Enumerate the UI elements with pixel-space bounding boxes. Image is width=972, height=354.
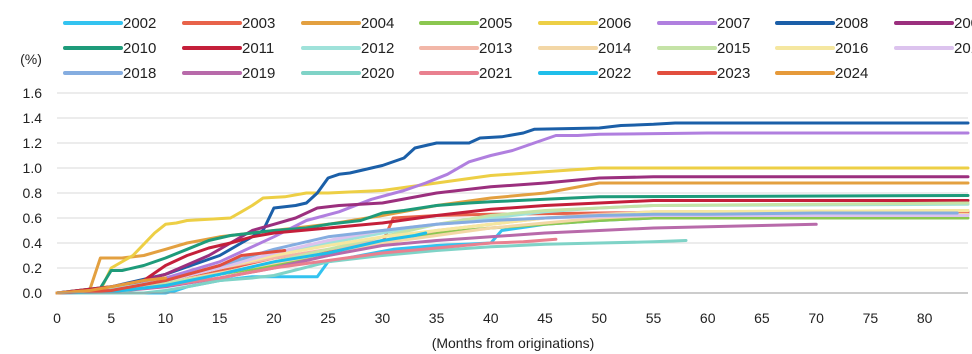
legend-label: 2019: [242, 65, 275, 82]
legend-item-2002: 2002: [63, 15, 156, 32]
legend-item-2014: 2014: [538, 40, 631, 57]
x-axis-ticks: 0 5 10 15 20 25 30 35 40 45 50 55 60 65 70 75 80: [53, 310, 933, 326]
y-tick-label: 0.0: [23, 285, 43, 301]
legend-item-2007: 2007: [657, 15, 750, 32]
legend-item-2011: 2011: [182, 40, 274, 57]
y-axis-ticks: 0.0 0.2 0.4 0.6 0.8 1.0 1.2 1.4 1.6: [23, 85, 43, 301]
x-tick-label: 5: [107, 310, 115, 326]
x-tick-label: 35: [429, 310, 445, 326]
series-line-2006: [55, 166, 970, 295]
y-axis-title: (%): [20, 51, 42, 67]
legend-item-2008: 2008: [775, 15, 868, 32]
legend-item-2021: 2021: [419, 65, 512, 82]
series-line-2011: [55, 199, 970, 295]
legend-item-2010: 2010: [63, 40, 156, 57]
series-line-2010: [55, 194, 970, 295]
y-tick-label: 0.2: [23, 260, 43, 276]
x-tick-label: 60: [700, 310, 716, 326]
legend-label: 2003: [242, 15, 275, 32]
legend-item-2024: 2024: [775, 65, 868, 82]
y-tick-label: 0.6: [23, 210, 43, 226]
legend-label: 2014: [598, 40, 631, 57]
series-line-2023: [55, 249, 287, 295]
legend: 2002 2003 2004 2005 2006 2007 2008 2009 2010 2011…: [63, 15, 972, 82]
legend-item-2004: 2004: [301, 15, 394, 32]
x-tick-label: 45: [537, 310, 553, 326]
legend-item-2003: 2003: [182, 15, 275, 32]
legend-label: 2013: [479, 40, 512, 57]
series-line-2024: [55, 276, 167, 295]
legend-label: 2005: [479, 15, 512, 32]
series-line-2007: [55, 131, 970, 295]
legend-item-2020: 2020: [301, 65, 394, 82]
legend-item-2016: 2016: [775, 40, 868, 57]
legend-label: 2015: [717, 40, 750, 57]
x-tick-label: 50: [591, 310, 607, 326]
y-tick-label: 1.0: [23, 160, 43, 176]
legend-label: 2023: [717, 65, 750, 82]
legend-label: 2020: [361, 65, 394, 82]
x-tick-label: 70: [808, 310, 824, 326]
series-line-2022: [55, 231, 428, 295]
legend-item-2012: 2012: [301, 40, 394, 57]
legend-item-2006: 2006: [538, 15, 631, 32]
legend-label: 2017: [954, 40, 972, 57]
x-tick-label: 55: [646, 310, 662, 326]
x-tick-label: 75: [863, 310, 879, 326]
legend-label: 2012: [361, 40, 394, 57]
legend-label: 2010: [123, 40, 156, 57]
x-tick-label: 20: [266, 310, 282, 326]
x-tick-label: 80: [917, 310, 933, 326]
y-tick-label: 1.2: [23, 135, 43, 151]
legend-label: 2022: [598, 65, 631, 82]
x-tick-label: 65: [754, 310, 770, 326]
y-tick-label: 0.8: [23, 185, 43, 201]
x-tick-label: 30: [375, 310, 391, 326]
y-tick-label: 1.6: [23, 85, 43, 101]
x-axis-title: (Months from originations): [432, 335, 595, 351]
legend-item-2018: 2018: [63, 65, 156, 82]
legend-item-2017: 2017: [894, 40, 972, 57]
legend-label: 2018: [123, 65, 156, 82]
x-tick-label: 0: [53, 310, 61, 326]
legend-label: 2007: [717, 15, 750, 32]
legend-label: 2009: [954, 15, 972, 32]
legend-label: 2006: [598, 15, 631, 32]
x-tick-label: 10: [158, 310, 174, 326]
legend-label: 2008: [835, 15, 868, 32]
legend-item-2013: 2013: [419, 40, 512, 57]
legend-item-2023: 2023: [657, 65, 750, 82]
x-tick-label: 25: [320, 310, 336, 326]
legend-item-2009: 2009: [894, 15, 972, 32]
legend-item-2019: 2019: [182, 65, 275, 82]
x-tick-label: 40: [483, 310, 499, 326]
legend-label: 2002: [123, 15, 156, 32]
legend-label: 2011: [242, 40, 274, 57]
series-lines: [55, 121, 970, 295]
legend-item-2022: 2022: [538, 65, 631, 82]
x-tick-label: 15: [212, 310, 228, 326]
legend-label: 2016: [835, 40, 868, 57]
legend-item-2015: 2015: [657, 40, 750, 57]
legend-label: 2024: [835, 65, 868, 82]
y-tick-label: 0.4: [23, 235, 43, 251]
series-line-2009: [55, 175, 970, 295]
legend-label: 2021: [479, 65, 512, 82]
y-tick-label: 1.4: [23, 110, 43, 126]
legend-item-2005: 2005: [419, 15, 512, 32]
legend-label: 2004: [361, 15, 394, 32]
